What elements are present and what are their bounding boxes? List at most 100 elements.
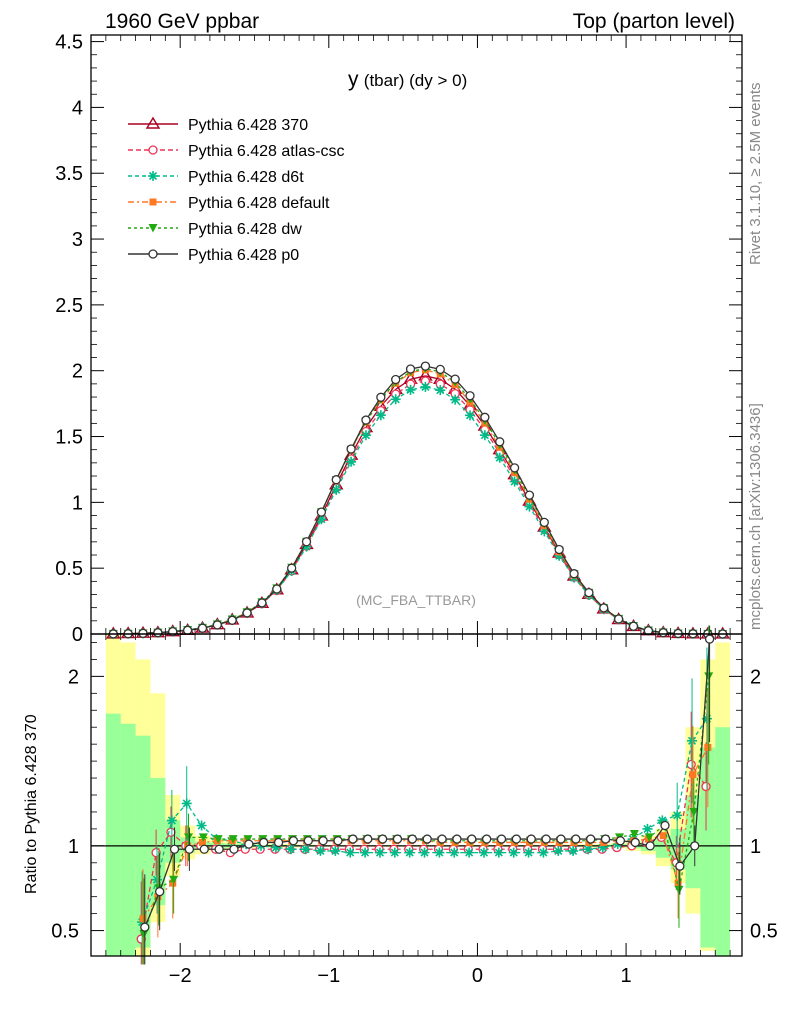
data-point-ratio <box>701 781 711 792</box>
legend-marker <box>148 145 158 155</box>
data-point-ratio <box>139 915 147 923</box>
x-tick-label: 0 <box>472 965 483 987</box>
data-point-ratio <box>389 847 400 858</box>
data-point-ratio <box>169 875 179 885</box>
data-point-main <box>524 490 535 500</box>
data-point-ratio <box>300 844 311 855</box>
data-point-ratio <box>690 841 700 851</box>
data-point-ratio <box>363 834 373 844</box>
data-point-main <box>465 410 476 421</box>
header-left: 1960 GeV ppbar <box>105 10 259 33</box>
data-point-ratio <box>166 827 176 837</box>
data-point-ratio <box>374 847 385 858</box>
data-point-main <box>450 374 460 384</box>
data-point-ratio <box>140 922 150 932</box>
y-tick-label-main: 3.5 <box>55 163 83 185</box>
data-point-main <box>346 456 357 467</box>
data-point-ratio <box>586 834 596 844</box>
data-point-ratio <box>315 845 326 856</box>
series-line-ratio <box>142 747 709 920</box>
data-point-main <box>287 563 297 573</box>
ratio-series <box>91 625 742 965</box>
y-tick-label-main: 1.5 <box>55 427 83 449</box>
data-point-ratio <box>139 929 149 939</box>
data-point-ratio <box>704 744 712 752</box>
data-point-ratio <box>184 844 195 854</box>
data-point-ratio <box>199 844 209 854</box>
plot-title-rest: (tbar) (dy > 0) <box>364 71 467 90</box>
data-point-ratio <box>404 847 415 858</box>
data-point-ratio <box>630 837 640 848</box>
data-point-ratio <box>704 634 715 644</box>
legend-label: Pythia 6.428 default <box>188 195 330 212</box>
data-point-ratio <box>213 835 223 844</box>
data-point-ratio <box>689 807 699 817</box>
data-point-ratio <box>407 834 417 844</box>
axes: 0 0.5 1 1.5 2 2.5 3 3.5 4 4.5 0.5 0.5 1 1 2 2 −2 −1 0 1 <box>51 32 778 987</box>
data-point-main <box>405 364 416 374</box>
data-point-ratio <box>464 847 475 858</box>
band-green-bin <box>700 747 716 948</box>
data-point-ratio <box>556 834 566 844</box>
data-point-ratio <box>449 847 460 858</box>
legend-label: Pythia 6.428 d6t <box>188 169 304 186</box>
data-point-ratio <box>169 844 180 854</box>
data-point-ratio <box>571 834 581 844</box>
y-tick-label-main: 2 <box>72 361 83 383</box>
data-point-main <box>435 385 446 396</box>
band-green-bin <box>150 778 166 906</box>
data-point-main <box>599 603 609 613</box>
data-point-main <box>450 394 461 405</box>
data-point-main <box>197 623 208 633</box>
data-point-ratio <box>151 874 162 885</box>
data-point-ratio <box>541 834 551 844</box>
data-point-main <box>375 410 386 421</box>
data-point-main <box>495 437 505 447</box>
data-point-ratio <box>657 815 668 826</box>
data-point-main <box>391 374 401 385</box>
band-green-bin <box>120 723 136 956</box>
data-point-main <box>360 430 371 441</box>
data-point-ratio <box>523 847 534 858</box>
data-point-ratio <box>660 820 670 831</box>
data-point-main <box>361 415 371 425</box>
data-point-main <box>182 625 193 635</box>
data-point-ratio <box>333 836 343 846</box>
data-point-ratio <box>198 833 208 842</box>
data-point-main <box>138 628 148 638</box>
data-point-ratio <box>348 834 358 844</box>
legend-marker <box>145 116 161 129</box>
legend-marker <box>148 171 158 181</box>
data-point-ratio <box>345 847 356 858</box>
data-point-main <box>465 391 475 401</box>
data-point-main <box>272 584 282 594</box>
data-point-ratio <box>270 842 281 853</box>
data-point-main <box>435 364 445 375</box>
data-point-ratio <box>629 829 639 839</box>
data-point-ratio <box>184 833 194 842</box>
data-point-ratio <box>644 833 654 842</box>
y-tick-label-ratio-right: 2 <box>750 666 761 688</box>
data-point-main <box>331 484 342 495</box>
data-point-main <box>405 384 416 395</box>
data-point-ratio <box>196 820 207 831</box>
data-point-ratio <box>228 835 238 844</box>
y-tick-label-ratio-right: 0.5 <box>750 921 778 943</box>
y-tick-label-ratio: 2 <box>68 666 79 688</box>
y-tick-label-ratio: 1 <box>68 836 79 858</box>
data-point-ratio <box>181 798 192 809</box>
legend-label: Pythia 6.428 atlas-csc <box>188 143 345 160</box>
data-point-main <box>509 463 520 473</box>
data-point-ratio <box>511 834 522 844</box>
data-point-main <box>628 621 639 631</box>
data-point-main <box>509 476 520 487</box>
series-line-ratio <box>141 718 708 923</box>
header-right: Top (parton level) <box>573 10 735 33</box>
data-point-main <box>479 430 490 441</box>
data-point-main <box>480 412 490 422</box>
legend-marker <box>148 224 158 233</box>
data-point-main <box>658 628 668 638</box>
data-point-main <box>153 628 163 638</box>
data-point-ratio <box>615 836 626 846</box>
